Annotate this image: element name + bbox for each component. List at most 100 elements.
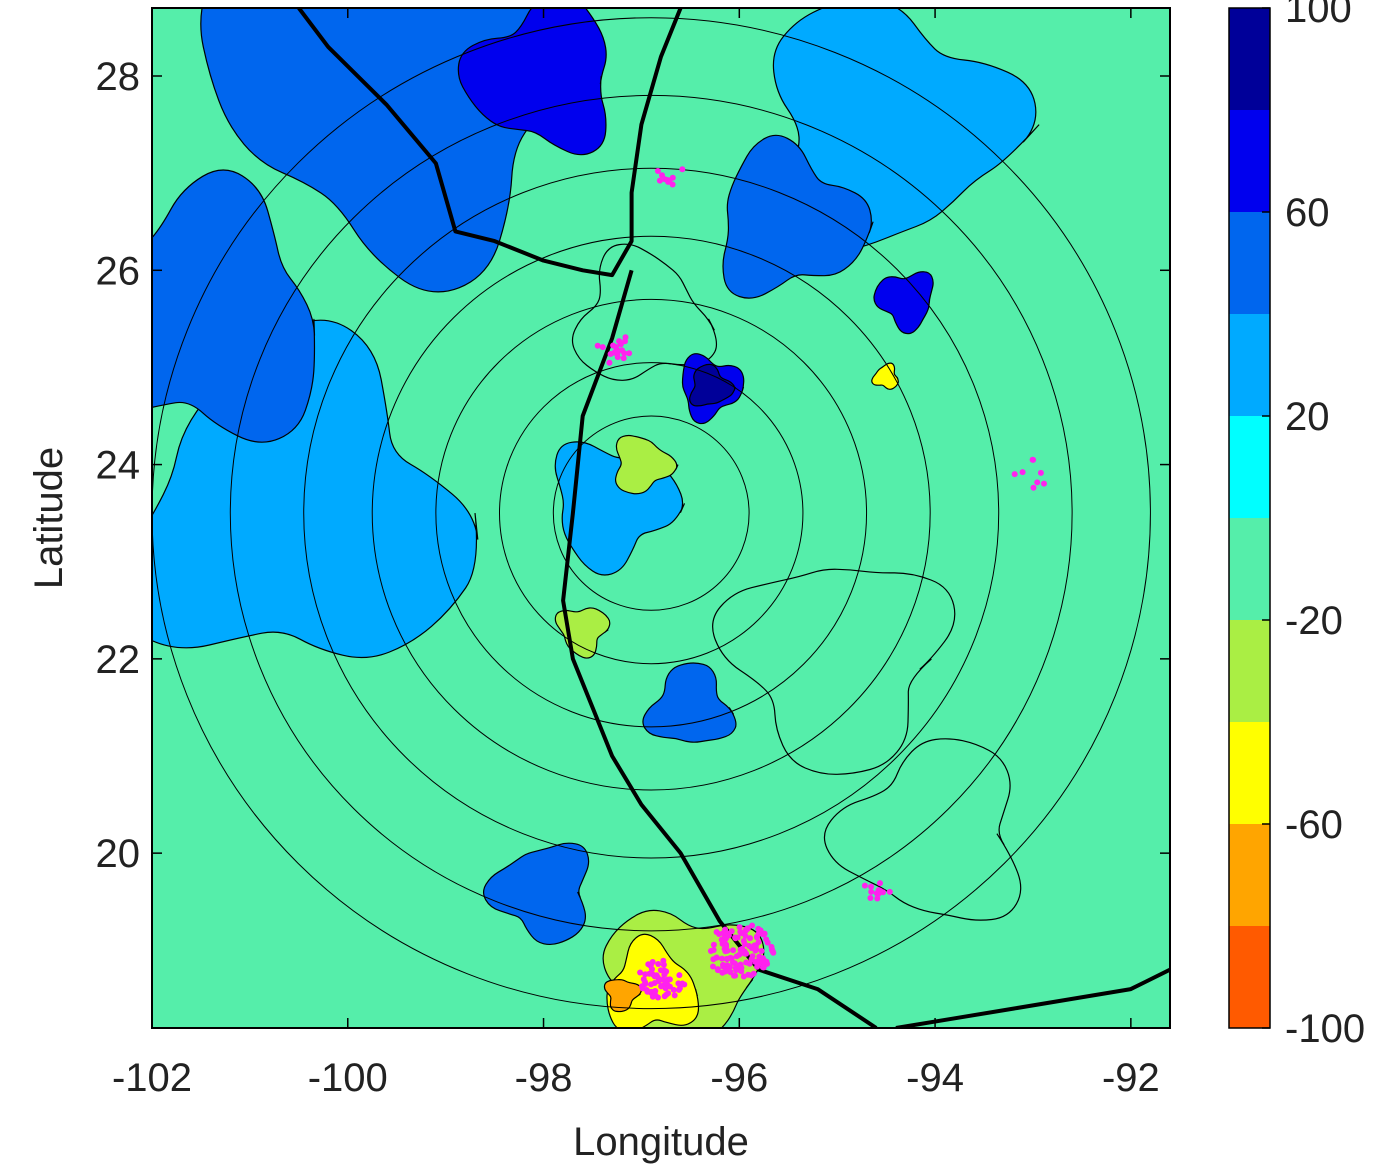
lightning-point [770, 949, 777, 956]
y-axis-ticks: 20 22 24 26 28 [96, 55, 1170, 876]
lightning-point [759, 964, 766, 971]
range-ring [435, 298, 868, 728]
contour-region [873, 271, 934, 335]
lightning-point [720, 930, 727, 937]
colorbar-tick-label: -60 [1285, 803, 1343, 847]
lightning-point [746, 943, 753, 949]
lightning-point [738, 968, 745, 975]
colorbar-segment [1229, 8, 1270, 110]
colorbar-segment [1229, 110, 1270, 212]
x-tick-label: -96 [710, 1056, 768, 1100]
lightning-point [867, 895, 874, 901]
lightning-point [737, 963, 744, 970]
lightning-point [728, 928, 735, 935]
range-ring [552, 415, 750, 611]
contour-region [642, 662, 737, 743]
colorbar-tick-label: 60 [1285, 191, 1330, 235]
contour-region [603, 979, 643, 1013]
lightning-point [606, 359, 613, 366]
lightning-point [719, 955, 725, 962]
lightning-point [739, 945, 746, 952]
plot-frame [151, 7, 1171, 1029]
lightning-point [763, 936, 770, 943]
lightning-point [728, 955, 735, 962]
lightning-point [1029, 456, 1036, 463]
colorbar-segment [1229, 416, 1270, 518]
lightning-point [873, 890, 880, 897]
lightning-point [616, 338, 623, 345]
lightning-point [713, 929, 720, 935]
lightning-point [746, 960, 753, 967]
range-ring [152, 17, 1151, 1009]
colorbar-tick-label: -20 [1285, 599, 1343, 643]
lightning-point [724, 956, 731, 963]
contour-region [722, 134, 874, 299]
y-tick-label: 24 [96, 444, 141, 488]
lightning-point [714, 966, 721, 973]
lightning-point [637, 969, 644, 976]
lightning-point [737, 928, 744, 935]
colorbar-tick-label: 20 [1285, 395, 1330, 439]
lightning-point [724, 962, 731, 969]
lightning-point [612, 343, 619, 350]
lightning-point [877, 880, 883, 887]
x-tick-label: -94 [906, 1056, 964, 1100]
lightning-point [1034, 479, 1041, 486]
x-tick-label: -102 [112, 1056, 192, 1100]
colorbar-segment [1229, 926, 1270, 1028]
lightning-point [756, 953, 763, 960]
contour-region [689, 363, 736, 407]
colorbar-tick-label: -100 [1285, 1007, 1365, 1051]
x-tick-label: -98 [515, 1056, 573, 1100]
y-tick-label: 28 [96, 55, 141, 99]
lightning-point [755, 930, 762, 937]
lightning-point [886, 888, 893, 895]
coastline-segment [297, 8, 683, 278]
lightning-point [724, 947, 731, 954]
lightning-point [749, 922, 756, 929]
lightning-point [740, 973, 747, 980]
lightning-point [660, 961, 667, 968]
lightning-point [749, 953, 756, 960]
lightning-point [732, 934, 739, 941]
lightning-point [868, 888, 875, 895]
y-tick-label: 22 [96, 638, 141, 682]
coastline-segment [895, 967, 1170, 1028]
lightning-point [663, 991, 670, 998]
contour-region [457, 8, 607, 156]
lightning-point [755, 939, 762, 946]
colorbar-tick-label: 100 [1285, 0, 1352, 31]
lightning-point [658, 983, 665, 990]
colorbar-segment [1229, 518, 1270, 620]
lightning-point [594, 342, 601, 349]
lightning-point [758, 948, 765, 954]
lightning-point [675, 986, 682, 993]
lightning-point [662, 978, 669, 985]
lightning-point [880, 889, 886, 896]
lightning-point [619, 347, 625, 354]
lightning-point [1019, 469, 1026, 476]
x-tick-label: -92 [1102, 1056, 1160, 1100]
lightning-point [713, 954, 720, 961]
lightning-point [710, 941, 717, 948]
x-axis-label: Longitude [573, 1120, 749, 1164]
lightning-point [710, 963, 716, 970]
lightning-point [1030, 484, 1037, 491]
lightning-point [649, 971, 656, 978]
lightning-point [861, 882, 868, 889]
lightning-point [736, 951, 743, 958]
lightning-point [659, 172, 665, 179]
lightning-point [755, 960, 762, 967]
y-tick-label: 26 [96, 249, 141, 293]
lightning-point [657, 967, 664, 974]
lightning-point [730, 947, 737, 954]
range-ring [371, 235, 931, 791]
lightning-point [671, 992, 678, 999]
lightning-point [760, 959, 767, 966]
y-axis-label: Latitude [27, 447, 71, 589]
x-axis-ticks: -102 -100 -98 -96 -94 -92 [112, 8, 1160, 1100]
colorbar-frame [1228, 7, 1271, 1029]
lightning-point [669, 181, 676, 188]
lightning-point [740, 938, 747, 944]
